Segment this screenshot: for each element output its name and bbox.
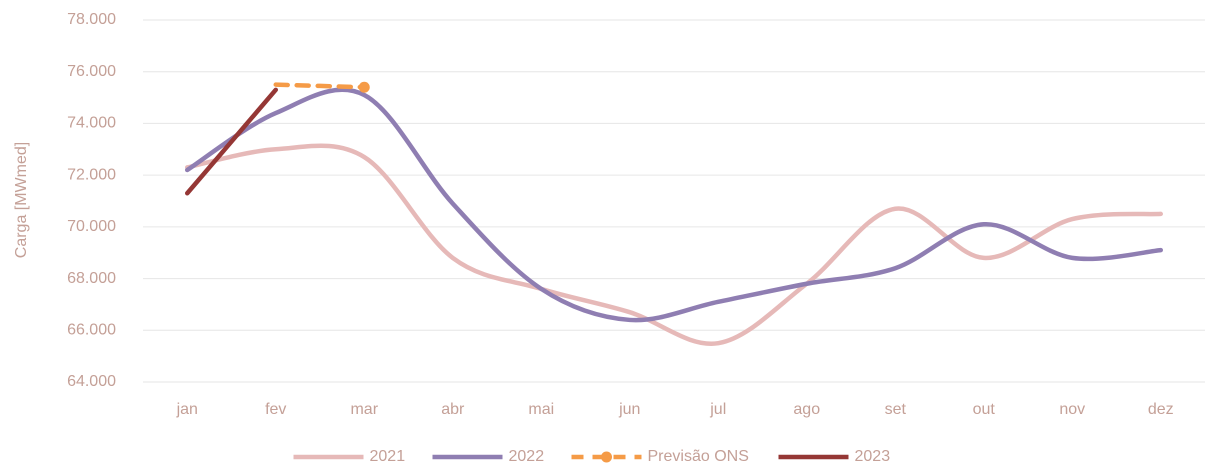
y-tick-label: 68.000 — [67, 270, 116, 287]
series-line — [185, 87, 1163, 323]
y-tick-label: 76.000 — [67, 63, 116, 80]
x-tick-label: fev — [265, 401, 286, 418]
legend-label: Previsão ONS — [648, 448, 749, 465]
x-tick-label: jun — [618, 401, 640, 418]
x-tick-label: set — [885, 401, 907, 418]
y-tick-label: 66.000 — [67, 322, 116, 339]
y-tick-label: 64.000 — [67, 373, 116, 390]
series-marker — [358, 81, 370, 93]
y-tick-label: 78.000 — [67, 11, 116, 28]
series-line — [273, 82, 367, 90]
y-tick-label: 70.000 — [67, 218, 116, 235]
x-tick-label: out — [973, 401, 996, 418]
x-tick-label: dez — [1148, 401, 1174, 418]
x-tick-label: nov — [1059, 401, 1085, 418]
y-axis-label: Carga [MWmed] — [13, 142, 30, 258]
x-tick-label: jul — [709, 401, 726, 418]
x-tick-label: abr — [441, 401, 465, 418]
x-tick-label: ago — [793, 401, 820, 418]
x-tick-label: mai — [528, 401, 554, 418]
x-tick-label: jan — [176, 401, 198, 418]
legend-label: 2022 — [509, 448, 545, 465]
y-tick-label: 72.000 — [67, 166, 116, 183]
series-line — [185, 143, 1163, 347]
y-tick-label: 74.000 — [67, 115, 116, 132]
x-tick-label: mar — [350, 401, 378, 418]
legend-label: 2021 — [370, 448, 406, 465]
legend-marker — [601, 451, 612, 463]
legend-label: 2023 — [855, 448, 891, 465]
series-line — [185, 87, 278, 196]
